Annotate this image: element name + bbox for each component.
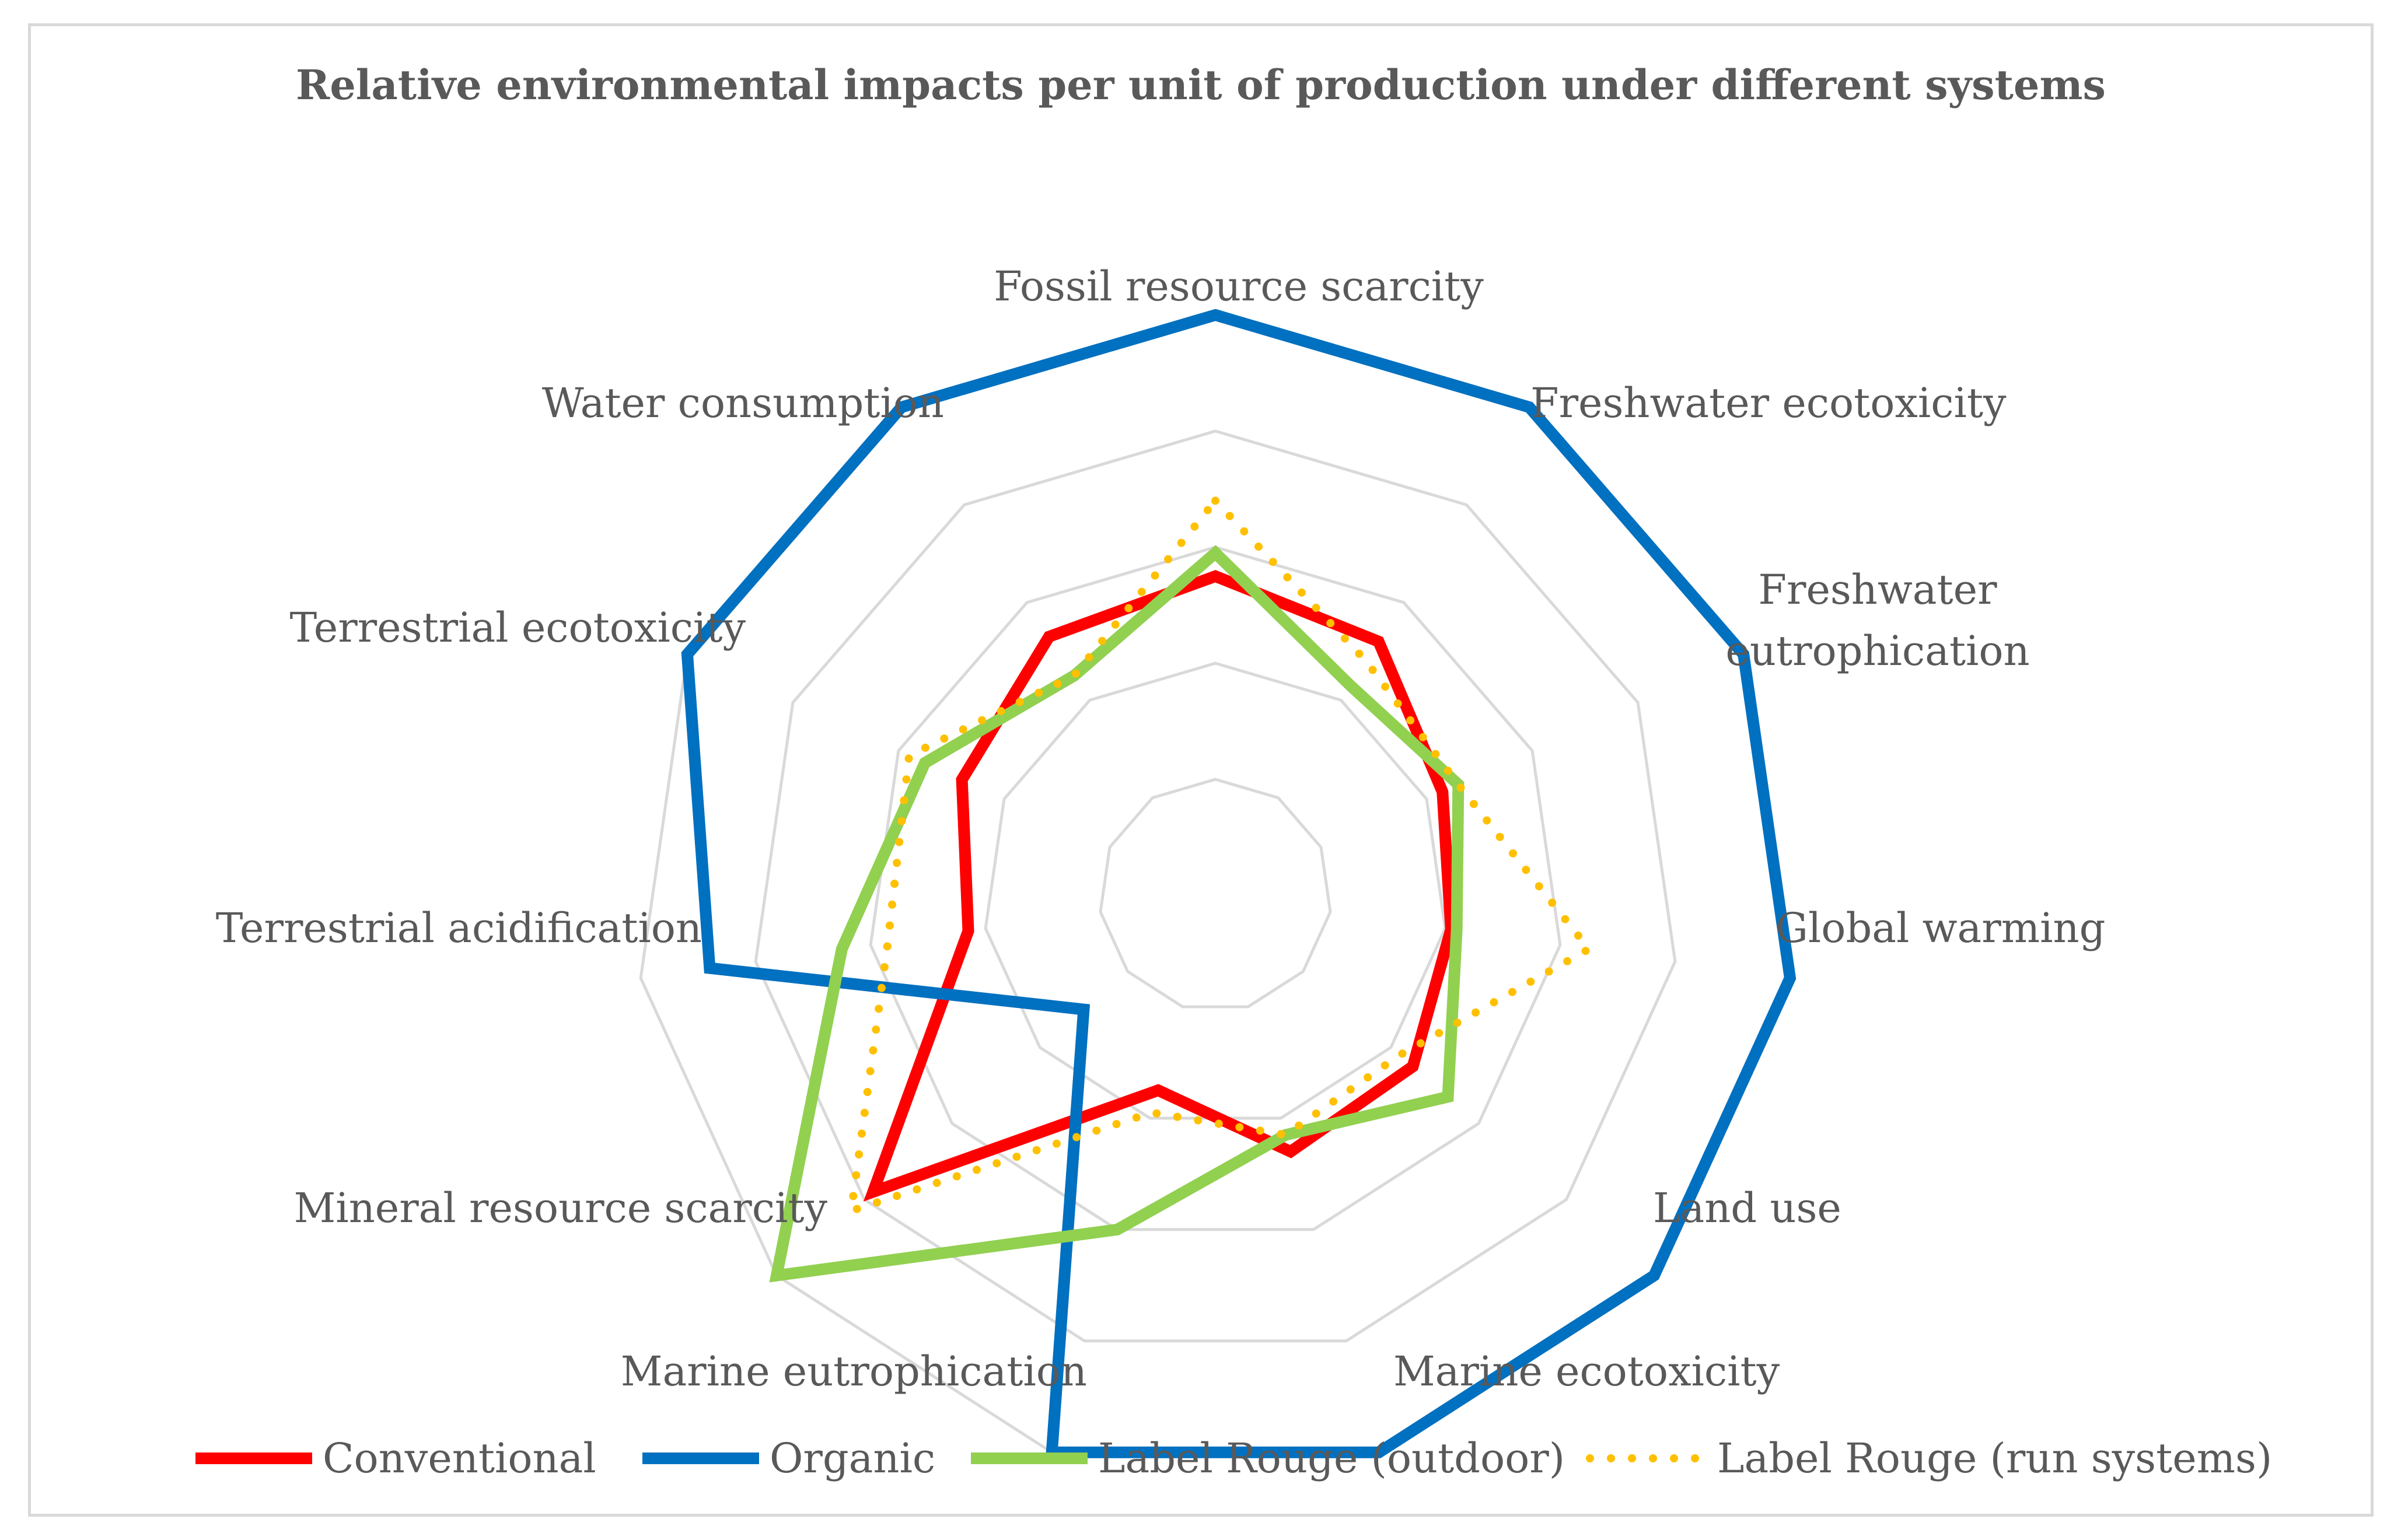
axis-label-land-use: Land use — [1653, 1184, 1841, 1232]
axis-label-freshwater-ecotoxicity: Freshwater ecotoxicity — [1530, 379, 2007, 427]
axis-label-marine-ecotoxicity: Marine ecotoxicity — [1393, 1348, 1780, 1395]
grid-ring-3 — [869, 545, 1562, 1231]
axis-labels: Fossil resource scarcity Freshwater ecoto… — [216, 262, 2106, 1395]
legend-label-label-rouge-run-systems: Label Rouge (run systems) — [1717, 1434, 2272, 1482]
axis-label-mineral-resource-scarcity: Mineral resource scarcity — [294, 1184, 828, 1232]
axis-label-terrestrial-ecotoxicity: Terrestrial ecotoxicity — [290, 604, 746, 652]
radar-chart: Relative environmental impacts per unit … — [195, 61, 2272, 1482]
axis-label-terrestrial-acidification: Terrestrial acidification — [216, 904, 702, 952]
axis-label-fossil-resource-scarcity: Fossil resource scarcity — [994, 262, 1484, 310]
grid-ring-2 — [984, 662, 1447, 1120]
series-label-rouge-run-systems — [846, 494, 1595, 1217]
axis-label-freshwater-eutrophication: Freshwater eutrophication — [1725, 566, 2029, 675]
radar-grid — [639, 313, 1792, 1454]
legend-label-conventional: Conventional — [323, 1434, 596, 1482]
series-organic — [681, 309, 1797, 1458]
grid-ring-5 — [639, 313, 1792, 1454]
grid-ring-1 — [1099, 778, 1332, 1009]
legend-label-organic: Organic — [770, 1434, 935, 1482]
axis-label-marine-eutrophication: Marine eutrophication — [621, 1348, 1087, 1395]
axis-label-global-warming: Global warming — [1776, 904, 2105, 952]
legend-label-label-rouge-outdoor: Label Rouge (outdoor) — [1098, 1434, 1565, 1482]
series-label-rouge-outdoor — [769, 545, 1465, 1283]
axis-label-water-consumption: Water consumption — [542, 379, 944, 427]
radar-series — [681, 309, 1797, 1458]
legend: Conventional Organic Label Rouge (outdoor)… — [195, 1434, 2272, 1482]
grid-ring-4 — [754, 429, 1677, 1343]
chart-frame: Relative environmental impacts per unit … — [28, 23, 2374, 1517]
chart-title: Relative environmental impacts per unit … — [296, 61, 2106, 109]
series-conventional — [863, 570, 1457, 1202]
